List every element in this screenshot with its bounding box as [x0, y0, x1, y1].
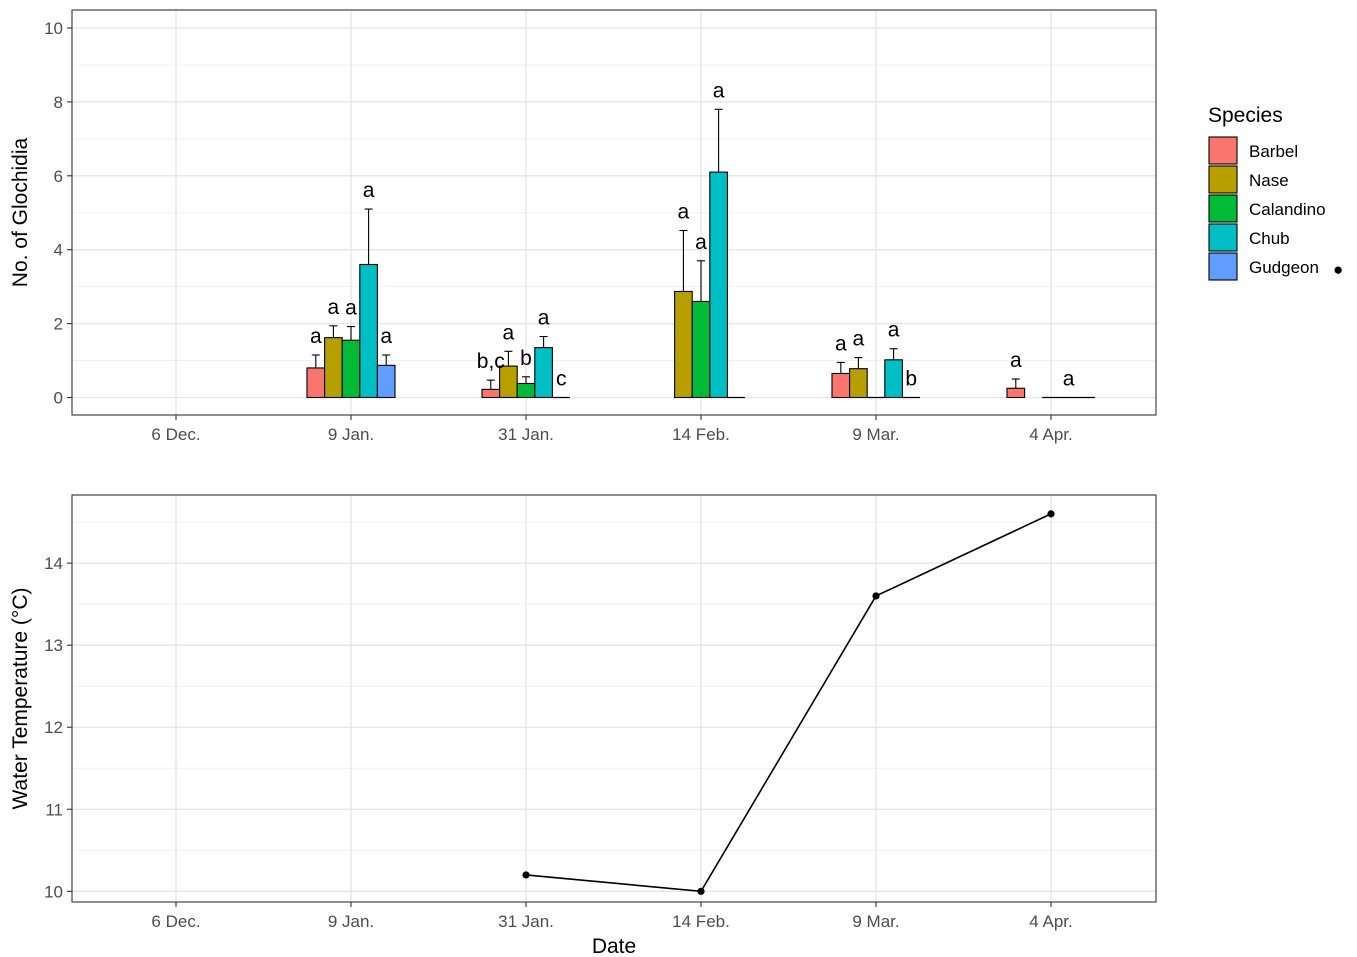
bar-calandino-14-feb [691, 300, 711, 399]
significance-label-chub-9-mar: a [888, 319, 900, 342]
significance-label-calandino-31-jan: b [520, 347, 532, 370]
top-y-tick-label: 10 [44, 19, 63, 38]
bottom-y-tick-label: 14 [44, 554, 63, 573]
legend-swatch-barbel [1208, 136, 1238, 165]
legend-label-calandino: Calandino [1249, 200, 1326, 219]
bar-chub-31-jan [534, 347, 553, 399]
top-y-tick-label: 6 [54, 167, 63, 186]
legend-swatch-nase [1208, 165, 1238, 194]
bottom-axis-ticks: 10 11 12 13 14 6 Dec. 9 Jan. 31 Jan. 14 Feb. 9 Ma… [44, 554, 1073, 931]
bottom-x-axis-title: Date [592, 935, 636, 957]
significance-label-gudgeon-9-jan: a [380, 325, 392, 348]
temperature-point-4-apr [1047, 510, 1055, 518]
significance-label-gudgeon-9-mar: b [905, 368, 917, 391]
significance-label-chub-31-jan: a [538, 307, 550, 330]
top-axis-ticks: 0 2 4 6 8 10 6 Dec. 9 Jan. 31 Jan. 14 Feb. 9 Mar. 4… [44, 19, 1073, 444]
legend-label-nase: Nase [1249, 171, 1289, 190]
bottom-y-tick-label: 11 [45, 800, 63, 819]
temperature-point-14-feb [697, 887, 705, 895]
top-bars [306, 171, 1095, 399]
bottom-gridlines [72, 495, 1156, 902]
top-error-bars [311, 108, 1020, 390]
bar-calandino-9-jan [341, 339, 361, 399]
legend-label-chub: Chub [1249, 229, 1290, 248]
top-x-tick-label: 9 Mar. [852, 425, 899, 444]
bottom-x-tick-label: 9 Mar. [852, 912, 899, 931]
significance-label-nase-9-jan: a [328, 296, 340, 319]
legend-swatch-calandino [1208, 194, 1238, 223]
significance-label-barbel-9-jan: a [310, 325, 322, 348]
bottom-y-tick-label: 13 [44, 636, 63, 655]
significance-label-barbel-4-apr: a [1010, 349, 1022, 372]
top-x-tick-label: 14 Feb. [672, 425, 730, 444]
temperature-point-9-mar [872, 592, 880, 600]
bar-barbel-9-jan [306, 367, 326, 399]
bar-chub-9-mar [884, 359, 903, 399]
bottom-y-tick-label: 10 [44, 882, 63, 901]
bottom-x-tick-label: 4 Apr. [1029, 912, 1072, 931]
bottom-x-tick-label: 6 Dec. [151, 912, 200, 931]
bar-chub-9-jan [359, 263, 378, 399]
legend-title: Species [1208, 104, 1283, 127]
top-y-tick-label: 4 [54, 241, 63, 260]
legend-extra-marker: ● [1333, 260, 1343, 279]
temperature-line-chart: 10 11 12 13 14 6 Dec. 9 Jan. 31 Jan. 14 Feb. 9 Ma… [9, 494, 1157, 957]
bottom-x-tick-label: 9 Jan. [328, 912, 374, 931]
bar-nase-14-feb [674, 290, 693, 399]
significance-label-gudgeon-31-jan: c [556, 368, 567, 391]
legend-swatch-chub [1208, 223, 1238, 252]
bottom-y-axis-title: Water Temperature (°C) [9, 588, 32, 810]
temperature-point-31-jan [522, 871, 530, 879]
significance-label-chub-4-apr: a [1063, 368, 1075, 391]
bar-barbel-31-jan [481, 388, 501, 399]
bar-barbel-4-apr [1006, 387, 1026, 399]
bar-nase-9-mar [849, 368, 868, 399]
significance-label-calandino-9-jan: a [345, 297, 357, 320]
significance-label-calandino-14-feb: a [695, 231, 707, 254]
bar-chub-14-feb [709, 171, 728, 399]
significance-label-nase-31-jan: a [503, 321, 515, 344]
top-x-tick-label: 9 Jan. [328, 425, 374, 444]
top-x-tick-label: 4 Apr. [1029, 425, 1072, 444]
bar-barbel-9-mar [831, 372, 851, 399]
temperature-points [522, 510, 1055, 895]
significance-label-barbel-9-mar: a [835, 332, 847, 355]
significance-label-nase-14-feb: a [678, 200, 690, 223]
bottom-y-tick-label: 12 [44, 718, 63, 737]
significance-label-barbel-31-jan: b,c [477, 350, 505, 373]
top-panel-border [71, 9, 1157, 416]
bottom-x-tick-label: 31 Jan. [498, 912, 554, 931]
bottom-x-tick-label: 14 Feb. [672, 912, 730, 931]
bar-gudgeon-9-jan [376, 364, 396, 399]
top-y-tick-label: 2 [54, 315, 63, 334]
top-y-tick-label: 0 [54, 389, 63, 408]
top-x-tick-label: 31 Jan. [498, 425, 554, 444]
legend-swatch-gudgeon [1208, 252, 1238, 281]
legend-label-barbel: Barbel [1249, 142, 1298, 161]
legend-label-gudgeon: Gudgeon [1249, 258, 1319, 277]
legend-items: Barbel Nase Calandino Chub Gudgeon ● [1208, 136, 1343, 281]
significance-label-chub-14-feb: a [713, 79, 725, 102]
bottom-panel-border [71, 494, 1157, 903]
top-gridlines [72, 10, 1156, 415]
top-y-tick-label: 8 [54, 93, 63, 112]
significance-label-nase-9-mar: a [853, 328, 865, 351]
bar-nase-9-jan [324, 337, 343, 399]
top-y-axis-title: No. of Glochidia [9, 137, 32, 287]
top-x-tick-label: 6 Dec. [151, 425, 200, 444]
significance-label-chub-9-jan: a [363, 179, 375, 202]
temperature-line [525, 513, 1052, 893]
legend: Species Barbel Nase Calandino Chub Gudgeon ● [1208, 104, 1343, 281]
bar-calandino-31-jan [516, 382, 536, 399]
